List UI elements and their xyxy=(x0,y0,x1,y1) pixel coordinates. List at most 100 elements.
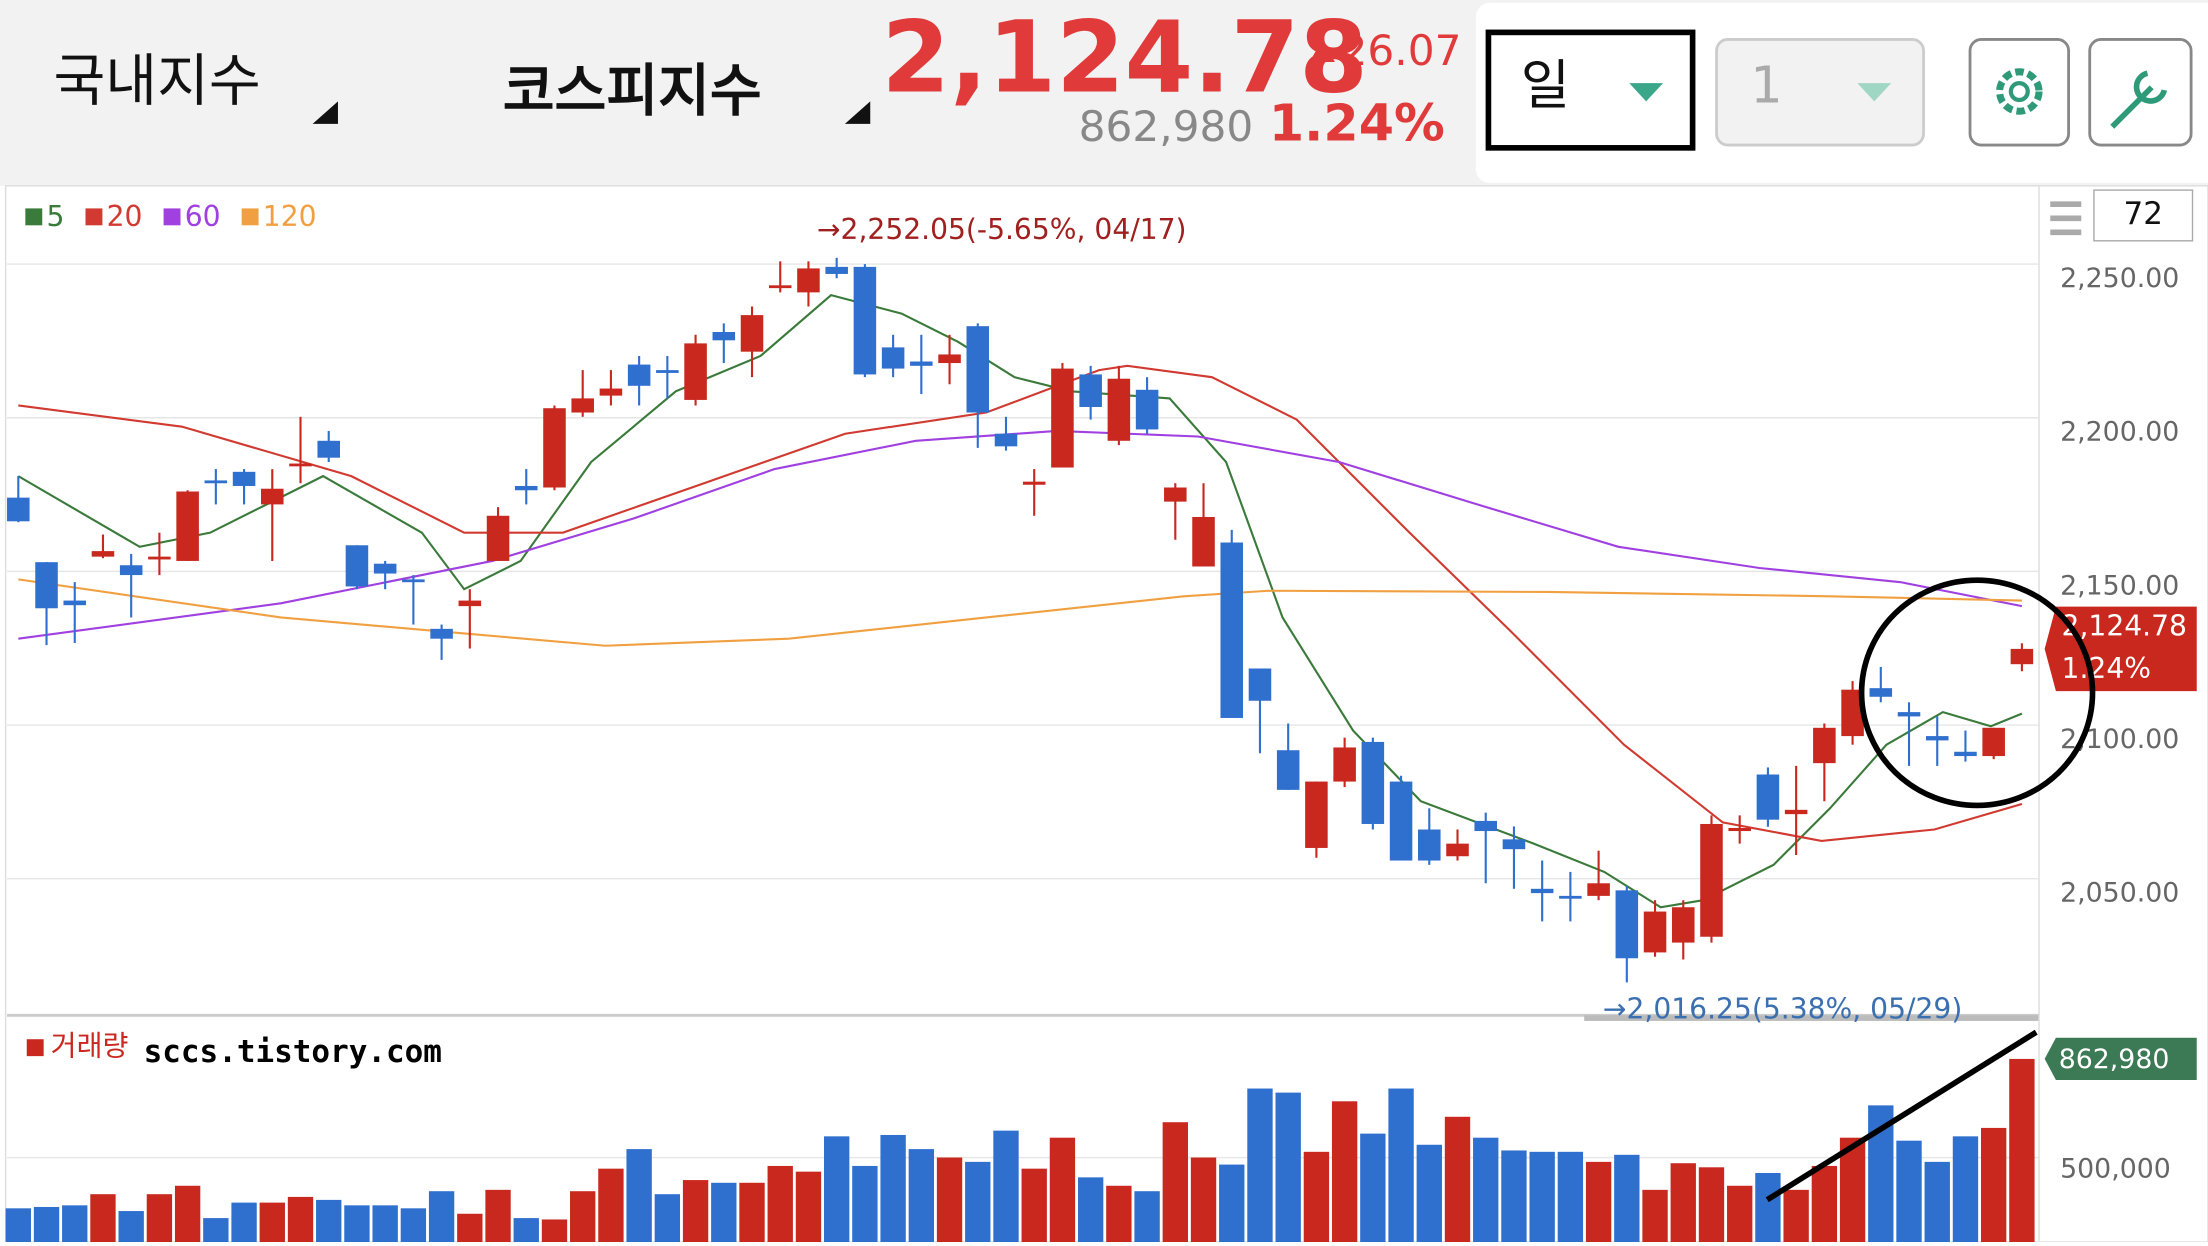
volume-bar xyxy=(231,1202,257,1242)
volume-bar xyxy=(1896,1140,1922,1242)
index-select[interactable]: 코스피지수 xyxy=(503,59,762,124)
y-tick-label: 2,050.00 xyxy=(2060,878,2179,909)
gear-icon xyxy=(2008,80,2030,103)
candle-body xyxy=(1530,888,1554,894)
volume-bar xyxy=(316,1199,342,1242)
candle-body xyxy=(261,488,284,505)
candle-body xyxy=(768,285,792,289)
candle-body xyxy=(148,556,171,560)
volume-bar xyxy=(118,1211,144,1242)
volume-bar xyxy=(1190,1157,1217,1242)
volume-bar xyxy=(372,1205,398,1242)
volume-bar xyxy=(90,1194,116,1242)
candle-body xyxy=(825,266,848,274)
volume-bar xyxy=(287,1196,314,1242)
candle-body xyxy=(1925,736,1949,741)
volume-bar xyxy=(908,1149,935,1242)
candle-body xyxy=(1813,727,1836,764)
volume-bar xyxy=(146,1194,173,1242)
candle-body xyxy=(1418,829,1441,861)
change-pct: 1.24% xyxy=(1269,94,1445,153)
candle-body xyxy=(599,388,623,396)
wrench-icon xyxy=(2110,70,2168,129)
count-select[interactable] xyxy=(1715,38,1925,147)
candle-body xyxy=(1841,689,1864,737)
volume-bar xyxy=(795,1171,822,1242)
volume-bar xyxy=(1473,1137,1499,1242)
volume-bar xyxy=(1670,1163,1696,1242)
volume-bar xyxy=(598,1168,624,1242)
period-select[interactable] xyxy=(1485,29,1696,151)
volume-bar xyxy=(400,1208,427,1242)
candle-body xyxy=(2010,648,2034,665)
candle-body xyxy=(35,562,58,609)
legend-label: 20 xyxy=(107,200,143,233)
legend-label: 5 xyxy=(46,200,64,233)
volume-bar xyxy=(1303,1151,1330,1242)
candle-body xyxy=(966,326,990,413)
volume-bar xyxy=(428,1191,455,1242)
candle-body xyxy=(1869,688,1893,697)
volume-bar xyxy=(1219,1164,1245,1242)
candle-body xyxy=(1107,378,1131,441)
volume-bar xyxy=(739,1182,765,1242)
volume-bar xyxy=(965,1161,991,1242)
candle-body xyxy=(1954,751,1977,757)
candle-body xyxy=(63,600,87,606)
volume-bar xyxy=(993,1130,1019,1242)
candle-body xyxy=(994,433,1018,447)
candle-body xyxy=(1248,668,1272,701)
candle-body xyxy=(119,565,143,576)
candle-body xyxy=(1361,741,1385,824)
ma-line xyxy=(18,364,2023,842)
volume-bar xyxy=(1501,1150,1527,1242)
y-tick-label: 2,250.00 xyxy=(2060,263,2179,294)
volume-bar xyxy=(1924,1161,1950,1242)
volume-bar xyxy=(1106,1185,1132,1242)
volume-bar xyxy=(654,1194,681,1242)
volume-bar xyxy=(936,1157,963,1242)
volume-bar xyxy=(62,1205,88,1242)
candle-body xyxy=(91,551,115,557)
candle-body xyxy=(1135,389,1159,430)
legend-swatch xyxy=(163,208,181,226)
volume-bar xyxy=(1529,1151,1555,1242)
period-text: 일 xyxy=(1521,53,1570,116)
volume-bar xyxy=(1444,1116,1471,1242)
highlight-circle xyxy=(1858,577,2096,809)
candle-body xyxy=(176,491,199,561)
volume-bar xyxy=(1331,1101,1358,1242)
legend-label: 120 xyxy=(263,200,317,233)
candle-body xyxy=(712,332,736,341)
legend-swatch xyxy=(26,1039,44,1057)
dropdown-arrow xyxy=(312,101,338,124)
candle-body xyxy=(910,361,933,366)
candle-body xyxy=(1389,781,1413,861)
settings-button[interactable] xyxy=(1968,38,2070,147)
candle-body xyxy=(1615,890,1639,959)
candle-body xyxy=(1305,781,1328,848)
candle-body xyxy=(289,463,312,467)
volume-bar xyxy=(1557,1151,1584,1242)
candle-body xyxy=(627,364,651,386)
volume-bar xyxy=(457,1213,483,1242)
candle-body xyxy=(1700,823,1723,937)
candle-body xyxy=(881,347,905,369)
watermark: sccs.tistory.com xyxy=(144,1034,442,1070)
volume-bar xyxy=(1416,1144,1442,1242)
candle-body xyxy=(430,628,453,639)
candle-body xyxy=(853,266,877,375)
volume-bar xyxy=(1783,1189,1809,1242)
price: 2,124.78 xyxy=(882,2,1368,116)
volume-bar xyxy=(852,1165,878,1242)
price-tag xyxy=(2044,606,2197,692)
volume-bar xyxy=(1388,1088,1414,1242)
scrollbar[interactable] xyxy=(1584,1015,2040,1021)
market-select[interactable]: 국내지수 xyxy=(54,49,261,114)
volume-bar xyxy=(259,1202,285,1242)
candle-body xyxy=(402,579,425,583)
volume-bar xyxy=(1162,1122,1188,1242)
zoom-box[interactable] xyxy=(2093,189,2194,242)
